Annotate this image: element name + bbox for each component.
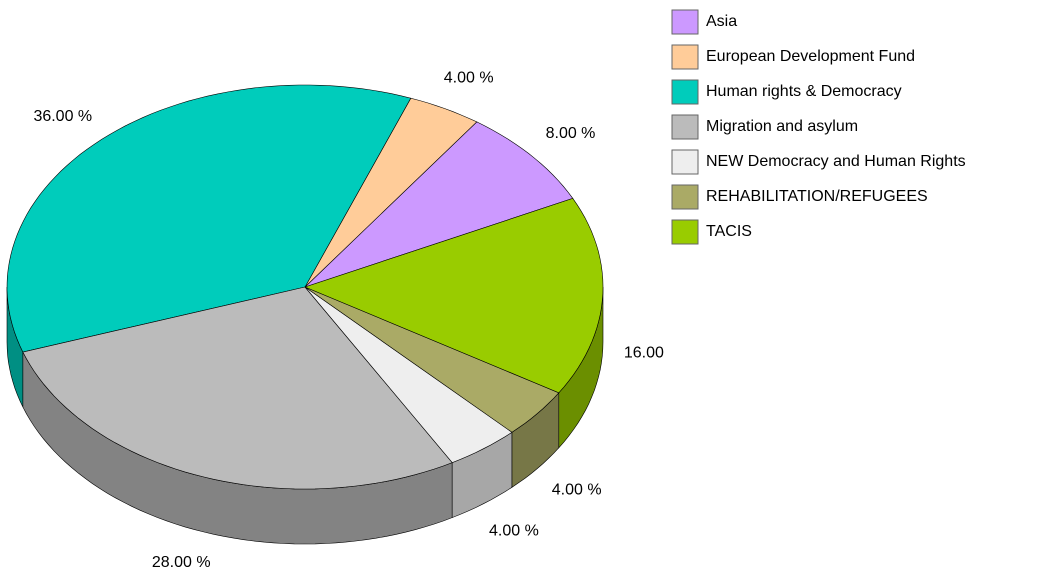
slice: [304, 198, 604, 394]
legend-swatch: [671, 149, 699, 175]
legend-label: European Development Fund: [706, 48, 915, 65]
data-label: 4.00 %: [552, 481, 602, 498]
slice: [6, 84, 412, 353]
legend-swatch: [671, 114, 699, 140]
data-label: 8.00 %: [546, 125, 596, 142]
legend-label: REHABILITATION/REFUGEES: [706, 188, 928, 205]
data-label: 4.00 %: [444, 70, 494, 87]
slice: [22, 286, 453, 490]
legend-label: Human rights & Democracy: [706, 83, 902, 100]
legend-swatch: [671, 9, 699, 35]
data-label: 4.00 %: [489, 522, 539, 539]
data-label: 28.00 %: [152, 554, 211, 569]
legend-swatch: [671, 219, 699, 245]
data-label: 16.00 %: [624, 345, 683, 362]
legend-label: NEW Democracy and Human Rights: [706, 153, 966, 170]
pie-area: 8.00 % 4.00 % 36.00 % 28.00 % 4.00 % 4.00 % 16…: [6, 70, 683, 569]
legend-swatch: [671, 184, 699, 210]
legend-swatch: [671, 79, 699, 105]
legend-swatch: [671, 44, 699, 70]
legend-label: Migration and asylum: [706, 118, 858, 135]
legend: Asia European Development Fund Human right…: [671, 9, 966, 245]
slice: [304, 286, 560, 433]
data-label: 36.00 %: [33, 108, 92, 125]
slice: [304, 121, 574, 288]
legend-label: Asia: [706, 13, 737, 30]
slice: [304, 97, 478, 288]
slice: [304, 286, 513, 463]
legend-label: TACIS: [706, 223, 752, 240]
